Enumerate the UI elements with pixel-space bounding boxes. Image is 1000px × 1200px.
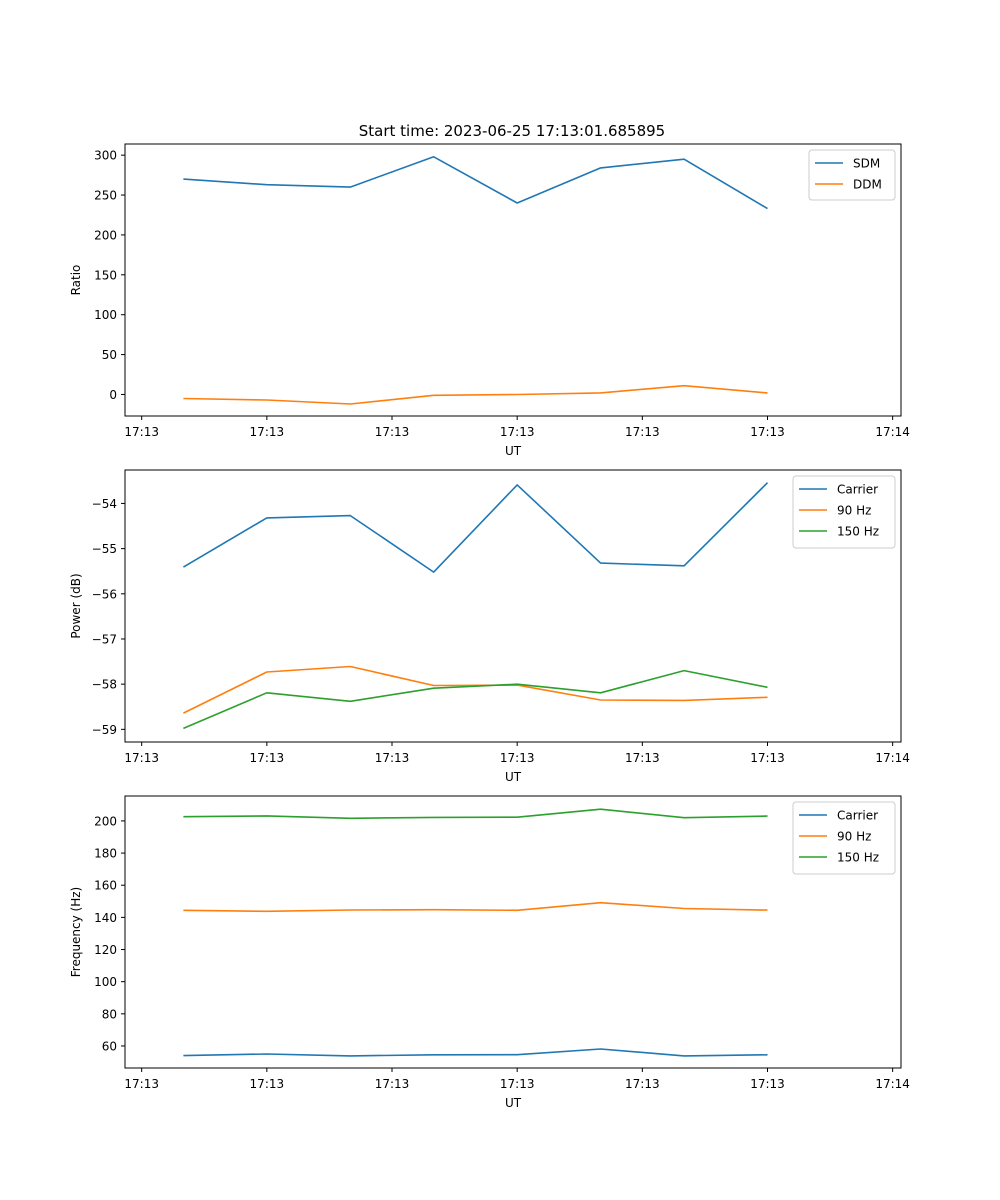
x-tick-label: 17:13 [625,425,660,439]
series-line-90-hz [183,665,768,714]
y-tick-label: 120 [94,943,117,957]
x-axis-label: UT [505,1096,522,1110]
y-tick-label: 100 [94,975,117,989]
x-tick-label: 17:13 [250,425,285,439]
legend-label: 90 Hz [837,830,871,844]
series-line-carrier [182,482,769,573]
legend-label: DDM [853,178,882,192]
legend: Carrier 90 Hz 150 Hz [792,801,896,875]
y-tick-label: −59 [92,723,117,737]
y-axis-label: Power (dB) [69,573,83,638]
y-tick-label: −56 [92,587,117,601]
x-tick-label: 17:13 [750,425,785,439]
x-tick-label: 17:13 [500,751,535,765]
figure-title: Start time: 2023-06-25 17:13:01.685895 [359,122,665,140]
y-tick-label: 50 [102,348,117,362]
x-tick-label: 17:14 [875,425,910,439]
series-line-90-hz [183,901,768,913]
x-tick-label: 17:13 [500,425,535,439]
axes-frame [124,795,902,1069]
x-tick-label: 17:13 [250,1077,285,1091]
y-tick-label: −55 [92,542,117,556]
y-tick-label: 0 [109,388,117,402]
series-line-150-hz [183,808,768,820]
x-tick-label: 17:13 [625,751,660,765]
series-line-carrier [183,1048,768,1057]
y-tick-label: 100 [94,308,117,322]
y-tick-label: 150 [94,268,117,282]
x-tick-label: 17:13 [250,751,285,765]
y-axis-label: Frequency (Hz) [69,887,83,978]
x-tick-label: 17:13 [124,751,159,765]
x-axis-label: UT [505,444,522,458]
x-tick-label: 17:13 [375,751,410,765]
x-tick-label: 17:13 [124,1077,159,1091]
axes-frame [124,469,902,743]
y-axis-label: Ratio [69,265,83,296]
legend-label: 150 Hz [837,525,879,539]
x-tick-label: 17:13 [750,1077,785,1091]
x-tick-label: 17:13 [375,1077,410,1091]
x-tick-label: 17:13 [750,751,785,765]
series-line-150-hz [183,669,768,730]
y-tick-label: 200 [94,228,117,242]
legend: SDM DDM [808,149,896,201]
x-tick-label: 17:13 [625,1077,660,1091]
x-tick-label: 17:13 [500,1077,535,1091]
panel-frequency: 17:13 17:13 17:13 17:13 17:13 17:13 17:14 60 80 1… [69,795,910,1110]
series-line-sdm [183,156,768,210]
y-tick-label: 200 [94,814,117,828]
legend-label: Carrier [837,809,878,823]
y-tick-label: 180 [94,847,117,861]
legend-label: Carrier [837,483,878,497]
x-tick-label: 17:14 [875,751,910,765]
x-tick-label: 17:13 [124,425,159,439]
legend-label: 150 Hz [837,851,879,865]
y-tick-label: 160 [94,879,117,893]
y-tick-label: −54 [92,497,117,511]
x-tick-label: 17:13 [375,425,410,439]
panel-ratio: 17:13 17:13 17:13 17:13 17:13 17:13 17:14 0 50 10… [69,143,910,458]
y-tick-label: 140 [94,911,117,925]
x-tick-label: 17:14 [875,1077,910,1091]
legend-label: SDM [853,157,880,171]
legend-box [792,801,896,875]
series-line-ddm [183,384,768,405]
panel-power: 17:13 17:13 17:13 17:13 17:13 17:13 17:14 −59 −5… [69,469,910,784]
y-tick-label: 250 [94,189,117,203]
y-tick-label: −58 [92,678,117,692]
legend-box [808,149,896,201]
legend-box [792,475,896,549]
axes-frame [124,143,902,417]
y-tick-label: −57 [92,632,117,646]
legend: Carrier 90 Hz 150 Hz [792,475,896,549]
legend-label: 90 Hz [837,504,871,518]
y-tick-label: 300 [94,149,117,163]
y-tick-label: 60 [102,1039,117,1053]
y-tick-label: 80 [102,1007,117,1021]
x-axis-label: UT [505,770,522,784]
